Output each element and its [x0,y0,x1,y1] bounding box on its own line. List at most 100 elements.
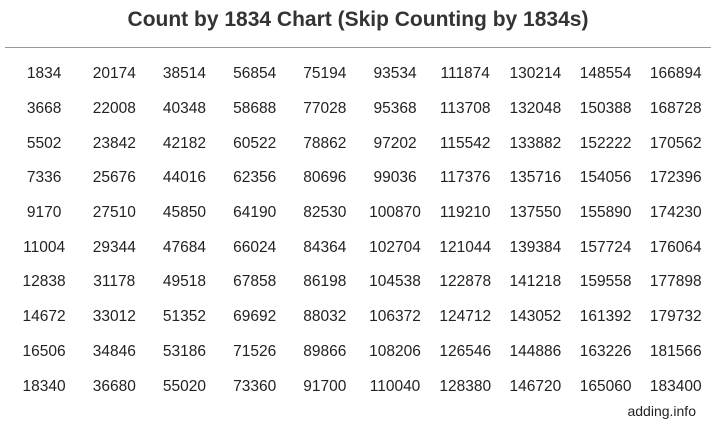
table-cell: 155890 [579,204,632,222]
table-cell: 42182 [162,134,207,152]
table-cell: 154056 [579,169,632,187]
table-cell: 56854 [233,65,277,83]
table-cell: 161392 [579,308,632,326]
table-cell: 93534 [373,65,417,83]
table-cell: 121044 [439,238,492,256]
title-divider [5,47,711,48]
number-table: 1834 20174 38514 56854 75194 93534 111874 13021… [9,57,709,404]
table-cell: 64190 [233,204,277,222]
site-credit: adding.info [627,403,696,419]
table-cell: 82530 [303,204,347,222]
table-cell: 148554 [579,65,632,83]
table-cell: 44016 [162,169,207,187]
table-cell: 166894 [649,65,702,83]
table-cell: 104538 [369,273,421,291]
table-cell: 119210 [439,204,491,222]
table-cell: 45850 [162,204,207,222]
table-cell: 47684 [162,238,207,256]
table-cell: 67858 [233,273,277,291]
table-cell: 165060 [579,377,632,395]
table-cell: 124712 [439,308,492,326]
table-cell: 55020 [162,377,207,395]
table-cell: 31178 [93,273,136,291]
table-cell: 38514 [162,65,207,83]
table-cell: 146720 [509,377,562,395]
table-cell: 80696 [303,169,347,187]
table-cell: 12838 [22,273,66,291]
table-cell: 33012 [92,308,136,326]
table-cell: 18340 [22,377,66,395]
page-title: Count by 1834 Chart (Skip Counting by 18… [127,8,589,31]
table-cell: 77028 [303,100,347,118]
table-cell: 89866 [303,342,347,360]
table-cell: 117376 [439,169,491,187]
table-cell: 51352 [162,308,207,326]
table-cell: 139384 [509,238,562,256]
table-cell: 49518 [162,273,207,291]
table-cell: 69692 [233,308,277,326]
table-cell: 73360 [233,377,277,395]
table-cell: 36680 [92,377,136,395]
table-cell: 22008 [92,100,136,118]
table-cell: 25676 [92,169,136,187]
table-cell: 66024 [233,238,277,256]
table-cell: 152222 [579,134,632,152]
table-cell: 14672 [22,308,66,326]
table-cell: 135716 [509,169,562,187]
table-cell: 75194 [303,65,347,83]
table-cell: 86198 [303,273,347,291]
table-cell: 137550 [509,204,562,222]
table-cell: 126546 [439,342,492,360]
table-cell: 144886 [509,342,562,360]
table-cell: 5502 [26,134,62,152]
table-cell: 181566 [649,342,702,360]
table-cell: 179732 [649,308,702,326]
table-cell: 1834 [26,65,62,83]
table-cell: 71526 [233,342,277,360]
table-cell: 141218 [509,273,562,291]
table-cell: 176064 [649,238,702,256]
table-cell: 113708 [439,100,491,118]
table-cell: 122878 [439,273,492,291]
table-cell: 3668 [26,100,62,118]
table-cell: 40348 [162,100,207,118]
table-cell: 106372 [369,308,421,326]
table-cell: 130214 [509,65,562,83]
table-cell: 157724 [579,238,632,256]
table-cell: 78862 [303,134,347,152]
table-cell: 11004 [23,238,66,256]
table-cell: 23842 [92,134,136,152]
table-cell: 95368 [373,100,417,118]
table-cell: 7336 [26,169,62,187]
table-cell: 183400 [649,377,702,395]
table-cell: 110040 [369,377,421,395]
table-cell: 170562 [649,134,702,152]
table-cell: 163226 [579,342,632,360]
table-cell: 102704 [369,238,421,256]
table-cell: 29344 [92,238,136,256]
table-cell: 133882 [509,134,562,152]
table-cell: 168728 [649,100,702,118]
table-cell: 9170 [26,204,62,222]
table-cell: 99036 [373,169,417,187]
table-cell: 143052 [509,308,562,326]
table-cell: 159558 [579,273,632,291]
table-cell: 150388 [579,100,632,118]
table-cell: 88032 [303,308,347,326]
table-cell: 62356 [233,169,277,187]
table-cell: 60522 [233,134,277,152]
table-cell: 128380 [439,377,492,395]
table-cell: 53186 [162,342,207,360]
table-cell: 16506 [22,342,66,360]
table-cell: 100870 [369,204,421,222]
table-cell: 97202 [373,134,417,152]
table-cell: 111874 [440,65,490,83]
table-cell: 177898 [649,273,702,291]
table-cell: 174230 [649,204,702,222]
table-cell: 58688 [233,100,277,118]
table-cell: 172396 [649,169,702,187]
table-cell: 27510 [92,204,136,222]
table-cell: 20174 [92,65,136,83]
table-cell: 108206 [369,342,421,360]
table-cell: 84364 [303,238,347,256]
